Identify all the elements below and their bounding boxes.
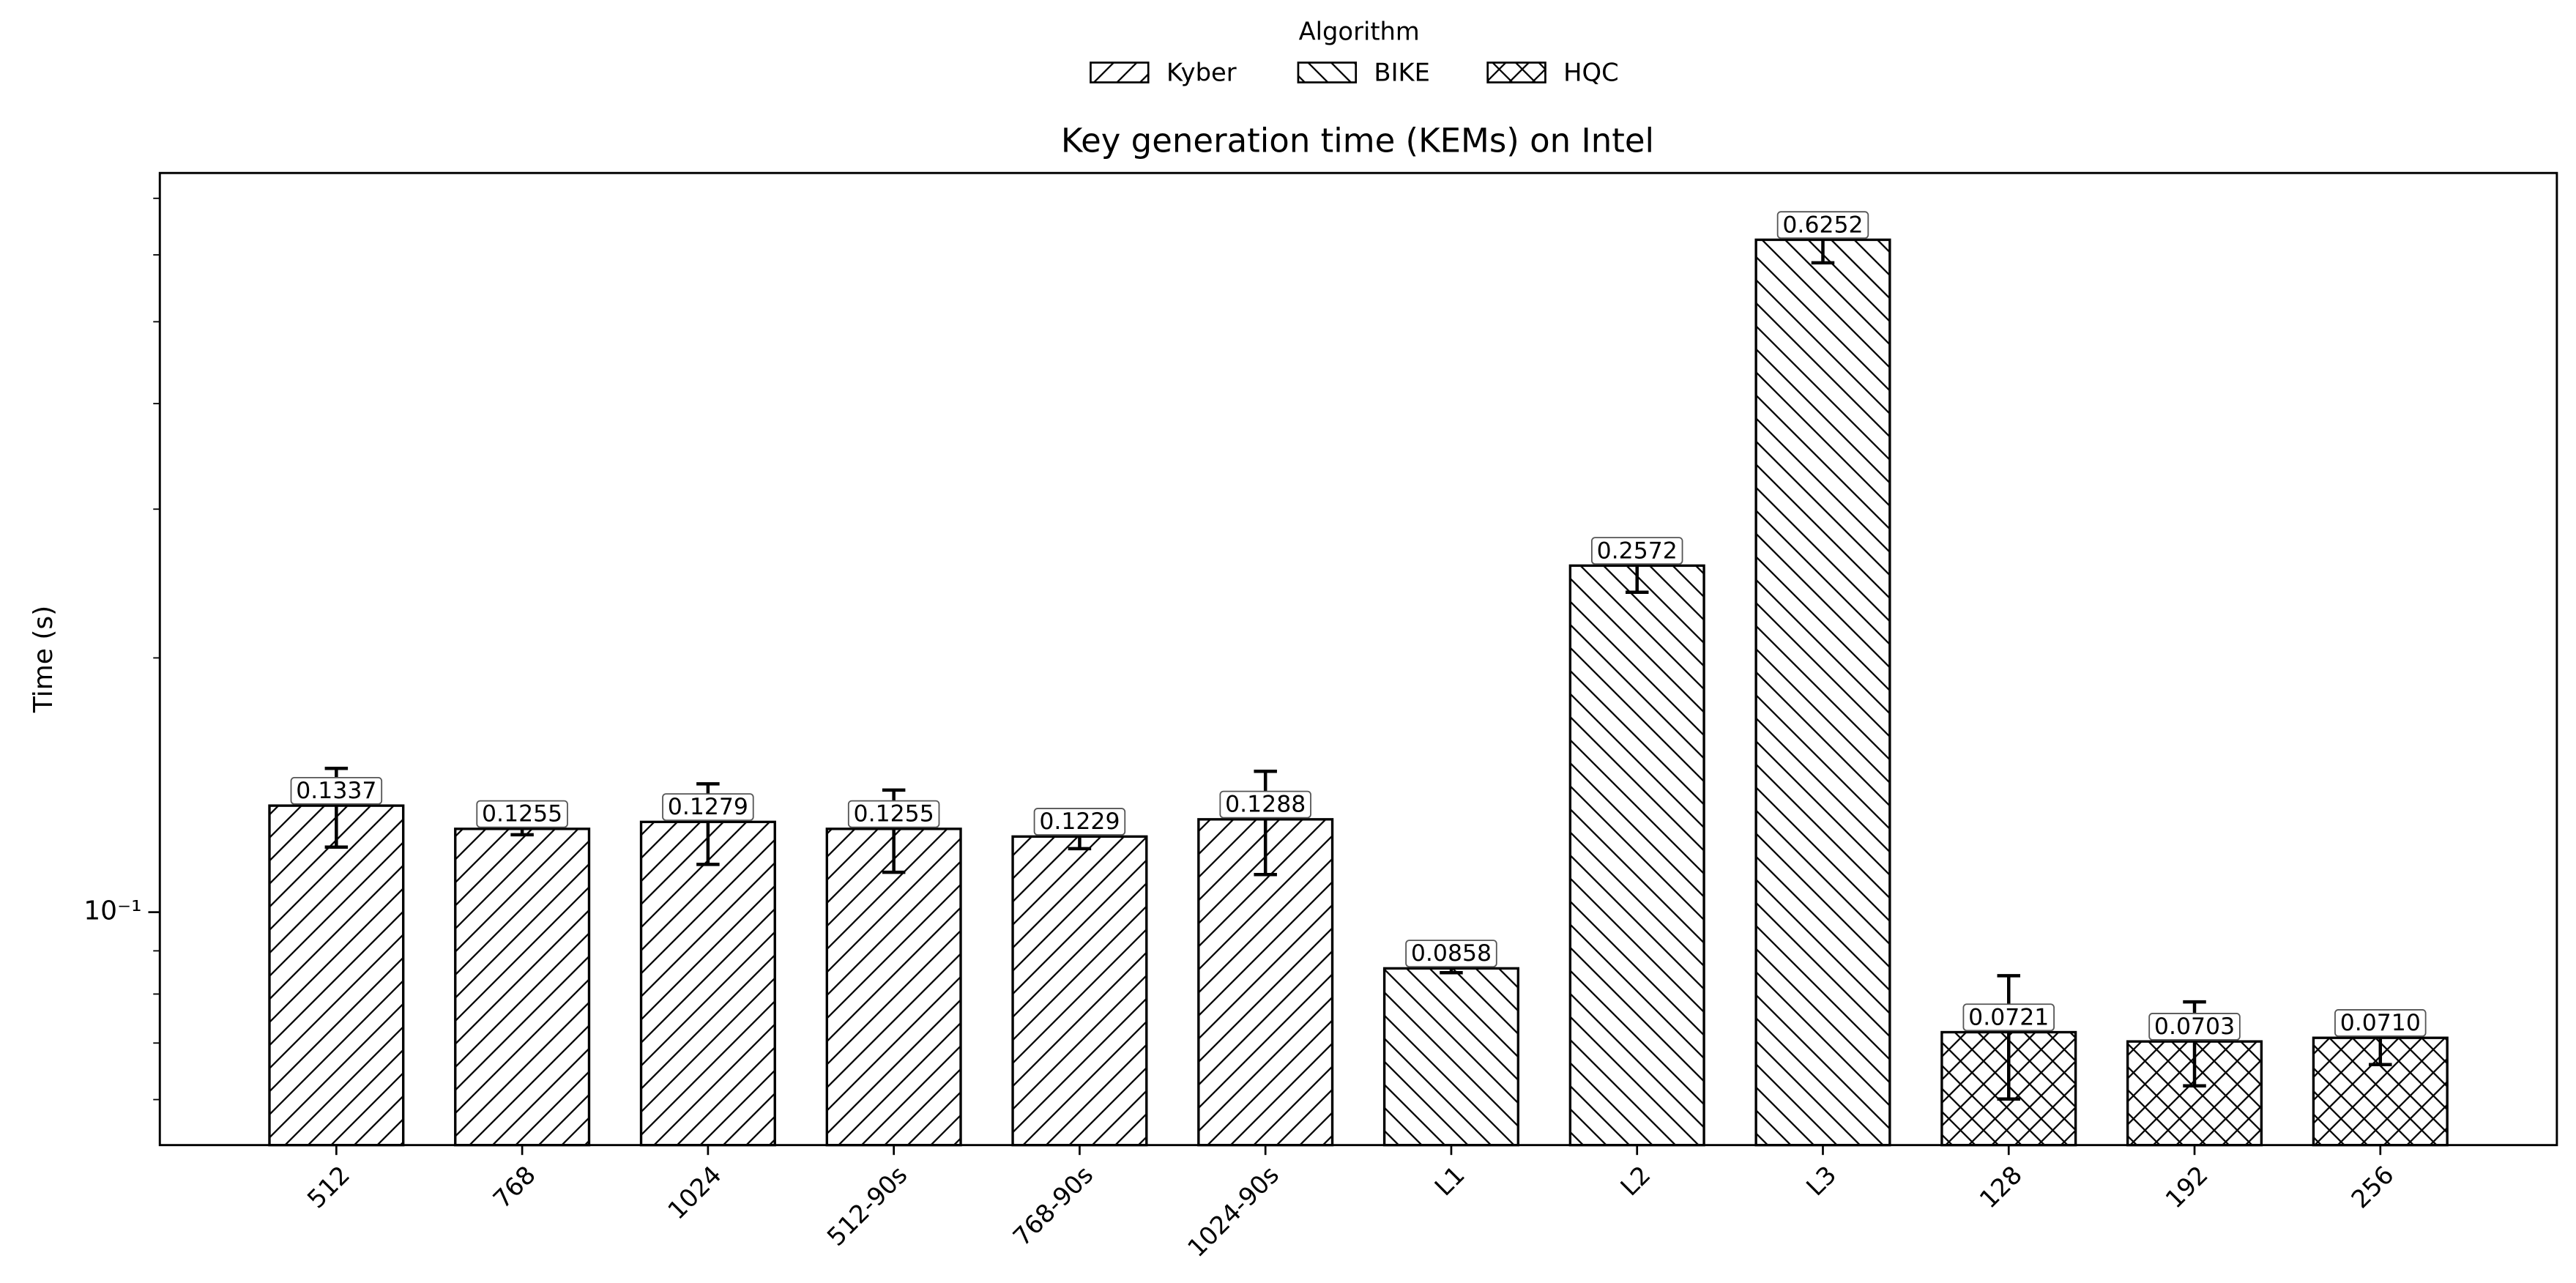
value-label: 0.1279 — [668, 794, 748, 820]
legend-swatch — [1486, 62, 1546, 83]
x-tick-label: L3 — [1801, 1160, 1842, 1201]
y-tick-label: 10⁻¹ — [83, 896, 141, 926]
legend-label: HQC — [1563, 59, 1618, 87]
x-tick-label: 768-90s — [1008, 1160, 1098, 1251]
x-tick-label: 768 — [488, 1160, 541, 1213]
bar-hatch — [268, 804, 405, 1147]
value-label: 0.1337 — [296, 778, 376, 804]
x-tick-label: 1024-90s — [1182, 1160, 1284, 1262]
value-label: 0.1229 — [1039, 808, 1120, 835]
value-label: 0.2572 — [1597, 538, 1678, 564]
value-label-box — [2148, 1013, 2241, 1041]
chart-title: Key generation time (KEMs) on Intel — [1061, 122, 1654, 160]
bar-hatch — [1011, 835, 1148, 1147]
value-label-box — [1219, 790, 1311, 819]
error-bar — [1254, 770, 1277, 877]
value-label: 0.1255 — [854, 801, 934, 828]
bar-hatch — [454, 828, 591, 1147]
value-label-box — [1962, 1003, 2055, 1032]
legend-title: Algorithm — [1299, 17, 1420, 45]
value-label-box — [476, 800, 568, 828]
bar-hatch — [825, 828, 962, 1147]
value-label: 0.1255 — [482, 801, 562, 828]
value-label-box — [847, 800, 940, 828]
bar-hatch — [639, 820, 776, 1147]
value-label-box — [2334, 1009, 2427, 1037]
value-label: 0.1288 — [1225, 792, 1306, 818]
legend-label: BIKE — [1374, 59, 1430, 87]
legend-swatch — [1090, 62, 1150, 83]
error-bar — [1997, 974, 2021, 1101]
x-tick-label: 512 — [302, 1160, 355, 1213]
value-label: 0.0721 — [1968, 1004, 2049, 1030]
bar-hatch — [1382, 967, 1519, 1147]
legend-label: Kyber — [1166, 59, 1237, 87]
plot-frame — [158, 171, 2558, 1147]
x-tick-label: 1024 — [662, 1160, 726, 1224]
x-tick-label: L2 — [1615, 1160, 1656, 1201]
value-label: 0.0703 — [2154, 1014, 2235, 1040]
bar-hatch — [1754, 238, 1891, 1147]
value-label-box — [1033, 808, 1126, 836]
value-label: 0.0710 — [2340, 1010, 2421, 1036]
legend-swatch — [1297, 62, 1358, 83]
x-tick-label: 256 — [2346, 1160, 2400, 1213]
value-label-box — [1405, 940, 1497, 968]
x-tick-label: 128 — [1974, 1160, 2028, 1213]
value-label-box — [1776, 211, 1869, 239]
x-tick-label: 512-90s — [822, 1160, 912, 1251]
x-tick-label: L1 — [1429, 1160, 1470, 1201]
value-label-box — [1590, 537, 1683, 565]
x-tick-label: 192 — [2160, 1160, 2214, 1213]
value-label-box — [290, 776, 383, 805]
y-axis-label: Time (s) — [29, 606, 59, 713]
value-label-box — [662, 793, 754, 822]
value-label: 0.6252 — [1782, 212, 1863, 238]
bar-hatch — [1568, 564, 1705, 1147]
value-label: 0.0858 — [1411, 940, 1492, 967]
